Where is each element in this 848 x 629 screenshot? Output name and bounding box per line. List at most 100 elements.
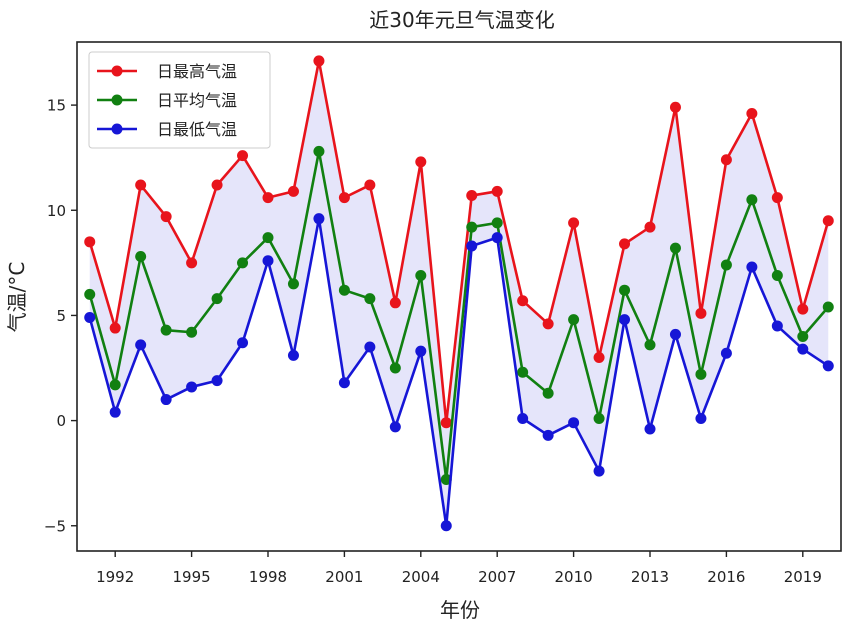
data-point	[466, 190, 478, 202]
data-point	[746, 194, 758, 206]
data-point	[440, 417, 452, 429]
data-point	[568, 417, 580, 429]
series-line	[88, 59, 830, 424]
x-tick-label: 2016	[707, 568, 745, 586]
legend-label: 日平均气温	[157, 91, 237, 110]
data-point	[186, 381, 198, 393]
series-1	[84, 145, 834, 485]
data-point	[186, 257, 198, 269]
data-point	[313, 55, 325, 67]
data-point	[619, 314, 631, 326]
data-point	[109, 406, 121, 418]
series-line	[88, 150, 830, 481]
data-point	[491, 232, 503, 244]
series-0	[84, 55, 834, 429]
y-tick-label: 5	[56, 307, 66, 325]
data-point	[135, 339, 147, 351]
fill-area	[89, 60, 829, 526]
data-point	[491, 185, 503, 197]
x-tick-label: 1998	[249, 568, 287, 586]
data-point	[746, 261, 758, 273]
data-point	[211, 179, 223, 191]
data-point	[109, 322, 121, 334]
legend-item: 日最低气温	[97, 120, 237, 139]
data-point	[389, 362, 401, 374]
data-point	[313, 213, 325, 225]
x-tick-label: 2001	[325, 568, 363, 586]
data-point	[389, 297, 401, 309]
x-tick-label: 1992	[96, 568, 134, 586]
y-tick-label: 0	[56, 412, 66, 430]
legend-marker	[111, 123, 123, 135]
data-point	[466, 221, 478, 233]
data-point	[593, 412, 605, 424]
chart-title: 近30年元旦气温变化	[369, 8, 554, 32]
series-layer	[84, 55, 834, 532]
data-point	[313, 145, 325, 157]
x-tick-label: 2007	[478, 568, 516, 586]
data-point	[593, 351, 605, 363]
data-point	[542, 318, 554, 330]
data-point	[338, 377, 350, 389]
x-tick-label: 1995	[173, 568, 211, 586]
data-point	[695, 368, 707, 380]
data-point	[287, 278, 299, 290]
legend-item: 日最高气温	[97, 62, 237, 81]
x-tick-label: 2004	[402, 568, 440, 586]
data-point	[669, 242, 681, 254]
series-2	[84, 213, 834, 532]
data-point	[720, 154, 732, 166]
data-point	[568, 217, 580, 229]
legend-box	[88, 51, 271, 149]
y-tick-label: 10	[47, 202, 66, 220]
data-point	[593, 465, 605, 477]
x-tick-label: 2019	[784, 568, 822, 586]
plot-frame	[76, 41, 842, 552]
legend-marker	[111, 94, 123, 106]
data-point	[720, 259, 732, 271]
x-axis: 1992 1995 1998 2001 2004 2007 2010 2013 2016 2019	[96, 551, 822, 586]
data-point	[542, 429, 554, 441]
legend-label: 日最低气温	[157, 120, 237, 139]
data-point	[135, 251, 147, 263]
data-point	[822, 360, 834, 372]
data-point	[619, 238, 631, 250]
x-axis-title: 年份	[440, 598, 480, 622]
data-point	[262, 232, 274, 244]
data-point	[84, 312, 96, 324]
data-point	[771, 269, 783, 281]
data-point	[364, 179, 376, 191]
data-point	[695, 307, 707, 319]
data-point	[619, 284, 631, 296]
data-point	[186, 326, 198, 338]
data-point	[364, 341, 376, 353]
data-point	[135, 179, 147, 191]
data-point	[237, 337, 249, 349]
data-point	[568, 314, 580, 326]
data-point	[517, 295, 529, 307]
data-point	[338, 284, 350, 296]
data-point	[211, 375, 223, 387]
data-point	[771, 192, 783, 204]
x-tick-label: 2013	[631, 568, 669, 586]
data-point	[797, 303, 809, 315]
legend-item: 日平均气温	[97, 91, 237, 110]
data-point	[720, 347, 732, 359]
legend-marker	[111, 65, 123, 77]
y-axis-title: 气温/°C	[5, 262, 29, 333]
data-point	[797, 343, 809, 355]
y-tick-label: −5	[44, 517, 66, 535]
data-point	[415, 345, 427, 357]
legend-label: 日最高气温	[157, 62, 237, 81]
data-point	[644, 221, 656, 233]
data-point	[237, 257, 249, 269]
data-point	[746, 108, 758, 120]
data-point	[771, 320, 783, 332]
data-point	[160, 324, 172, 336]
data-point	[84, 236, 96, 248]
data-point	[389, 421, 401, 433]
data-point	[822, 215, 834, 227]
data-point	[466, 240, 478, 252]
data-point	[644, 339, 656, 351]
